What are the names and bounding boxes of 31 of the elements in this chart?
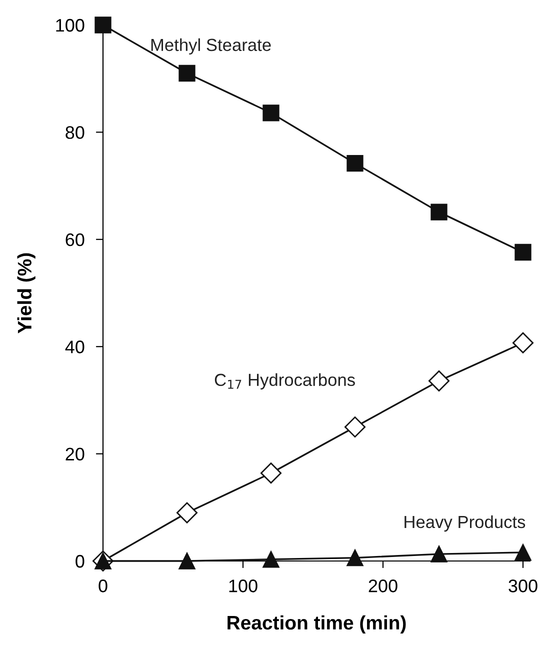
point: [178, 64, 196, 82]
series-label: Methyl Stearate: [151, 38, 271, 55]
x-tick-label: 0: [98, 580, 108, 592]
y-tick-label: 20: [66, 448, 84, 461]
series-label: Heavy Products: [404, 515, 526, 532]
point: [514, 544, 532, 561]
x-tick-label: 100: [229, 580, 258, 592]
point: [430, 204, 448, 220]
series-label: C$_{17}$ Hydrocarbons: [214, 373, 355, 390]
y-tick-label: 100: [56, 18, 84, 32]
y-tick-label: 80: [66, 126, 84, 139]
point: [430, 546, 448, 562]
point: [262, 104, 280, 122]
point: [344, 416, 366, 438]
y-tick-label: 0: [76, 554, 84, 568]
point: [176, 502, 198, 524]
point: [262, 551, 280, 568]
point: [346, 549, 364, 566]
point: [514, 244, 532, 261]
point: [346, 154, 364, 172]
x-axis-title: Reaction time (min): [228, 615, 406, 634]
point: [428, 370, 450, 392]
point: [178, 552, 196, 570]
point: [260, 462, 282, 484]
point: [512, 332, 534, 354]
point: [94, 16, 112, 34]
y-axis-title: Yield (%): [17, 253, 36, 334]
y-tick-label: 40: [65, 340, 84, 354]
y-tick-label: 60: [66, 233, 84, 246]
x-tick-label: 300: [508, 580, 538, 592]
x-tick-label: 200: [368, 580, 398, 592]
